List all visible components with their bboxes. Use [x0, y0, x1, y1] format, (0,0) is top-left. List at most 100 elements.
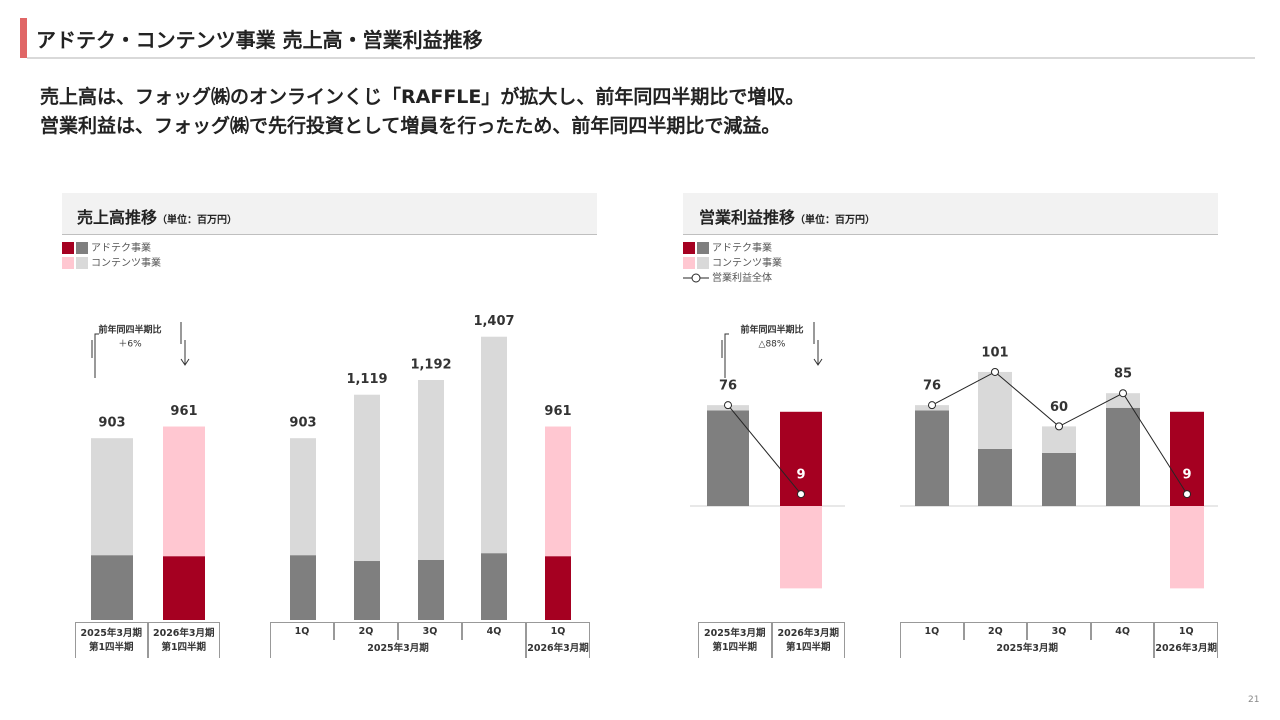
legend-label: コンテンツ事業 [91, 256, 161, 269]
x-tick-label: 1Q [526, 622, 590, 640]
title-rule [27, 57, 1255, 59]
bar-segment [354, 394, 380, 562]
bar-segment [418, 380, 444, 561]
x-group-label: 2025年3月期 [270, 640, 526, 658]
panel-unit: （単位：百万円） [795, 215, 876, 226]
x-tick-label: 2025年3月期 第1四半期 [698, 622, 772, 658]
legend-label: 営業利益全体 [712, 271, 772, 284]
annotation-bracket [94, 333, 99, 378]
bar-segment [545, 556, 571, 620]
line-label: 9 [1182, 468, 1191, 483]
bar-segment [1106, 393, 1140, 408]
x-tick-label: 2026年3月期 第1四半期 [147, 622, 220, 658]
bar-segment [91, 555, 133, 620]
title-accent [20, 18, 27, 58]
bar-segment [1042, 426, 1076, 453]
message-line: 営業利益は、フォッグ㈱で先行投資として増員を行ったため、前年同四半期比で減益。 [40, 115, 781, 137]
line-point [928, 401, 936, 410]
panel-title: 営業利益推移（単位：百万円） [699, 204, 875, 228]
annotation-text: ＋6% [118, 339, 142, 350]
bar-segment [545, 426, 571, 557]
line-label: 85 [1114, 367, 1132, 382]
annotation-arrowhead [813, 358, 823, 366]
bar-segment [163, 426, 205, 557]
x-tick-label: 4Q [462, 622, 526, 640]
line-label: 60 [1050, 400, 1068, 415]
x-tick-label: 2Q [963, 622, 1028, 640]
legend-label: アドテク事業 [712, 241, 772, 254]
annotation-title: 前年同四半期比 [98, 324, 161, 336]
annotation-title: 前年同四半期比 [740, 324, 803, 336]
x-tick-label: 4Q [1090, 622, 1155, 640]
panel-title-text: 売上高推移 [77, 208, 158, 227]
bar-segment [1170, 506, 1204, 589]
annotation-text: △88% [759, 340, 786, 350]
legend-swatch [683, 242, 695, 254]
total-label: 903 [289, 416, 316, 431]
x-group-label: 2025年3月期 [900, 640, 1155, 658]
bar-segment [481, 336, 507, 554]
panel-unit: （単位：百万円） [157, 215, 238, 226]
total-label: 961 [544, 404, 571, 419]
legend-swatch [76, 257, 88, 269]
line-point [1183, 490, 1191, 499]
panel-title: 売上高推移（単位：百万円） [77, 204, 237, 228]
line-label: 76 [923, 379, 941, 394]
line-point [724, 401, 732, 410]
legend-swatch [683, 257, 695, 269]
panel-header [683, 193, 1218, 235]
total-label: 1,407 [473, 314, 514, 329]
bar-segment [290, 555, 316, 620]
x-tick-label: 3Q [398, 622, 462, 640]
bar-segment [1106, 407, 1140, 507]
legend-swatch [697, 242, 709, 254]
legend-swatch [62, 242, 74, 254]
bar-segment [1042, 452, 1076, 507]
bar-segment [978, 371, 1012, 449]
x-tick-label: 2025年3月期 第1四半期 [75, 622, 148, 658]
annotation-bracket [724, 333, 729, 378]
annotation-arrowhead [180, 358, 190, 366]
x-group-label: 2026年3月期 [1154, 640, 1218, 658]
line-point [991, 367, 999, 376]
bar-segment [354, 561, 380, 620]
legend-marker [691, 273, 701, 283]
line-label: 76 [719, 379, 737, 394]
legend-swatch [62, 257, 74, 269]
panel-title-text: 営業利益推移 [699, 208, 796, 227]
bar-segment [418, 560, 444, 620]
line-label: 101 [981, 345, 1008, 360]
legend-swatch [76, 242, 88, 254]
bar-segment [91, 438, 133, 556]
bar-segment [481, 553, 507, 620]
line-label: 9 [796, 468, 805, 483]
bar-segment [915, 410, 949, 507]
bar-segment [290, 438, 316, 556]
x-tick-label: 1Q [900, 622, 964, 640]
line-point [1119, 389, 1127, 398]
legend-swatch [697, 257, 709, 269]
bar-segment [707, 410, 749, 507]
line-point [797, 490, 805, 499]
legend-label: アドテク事業 [91, 241, 151, 254]
message-line: 売上高は、フォッグ㈱のオンラインくじ「RAFFLE」が拡大し、前年同四半期比で増… [40, 86, 805, 108]
page-number: 21 [1248, 695, 1260, 705]
bar-segment [163, 556, 205, 620]
line [727, 404, 802, 495]
line-point [1055, 422, 1063, 431]
x-tick-label: 2026年3月期 第1四半期 [771, 622, 845, 658]
total-label: 903 [98, 416, 125, 431]
x-tick-label: 3Q [1027, 622, 1091, 640]
total-label: 961 [170, 404, 197, 419]
bar-segment [978, 448, 1012, 507]
panel-header [62, 193, 597, 235]
x-tick-label: 1Q [1154, 622, 1218, 640]
total-label: 1,192 [410, 358, 451, 373]
total-label: 1,119 [346, 372, 387, 387]
x-group-label: 2026年3月期 [526, 640, 590, 658]
bar-segment [780, 506, 822, 589]
legend-label: コンテンツ事業 [712, 256, 782, 269]
x-tick-label: 1Q [270, 622, 334, 640]
